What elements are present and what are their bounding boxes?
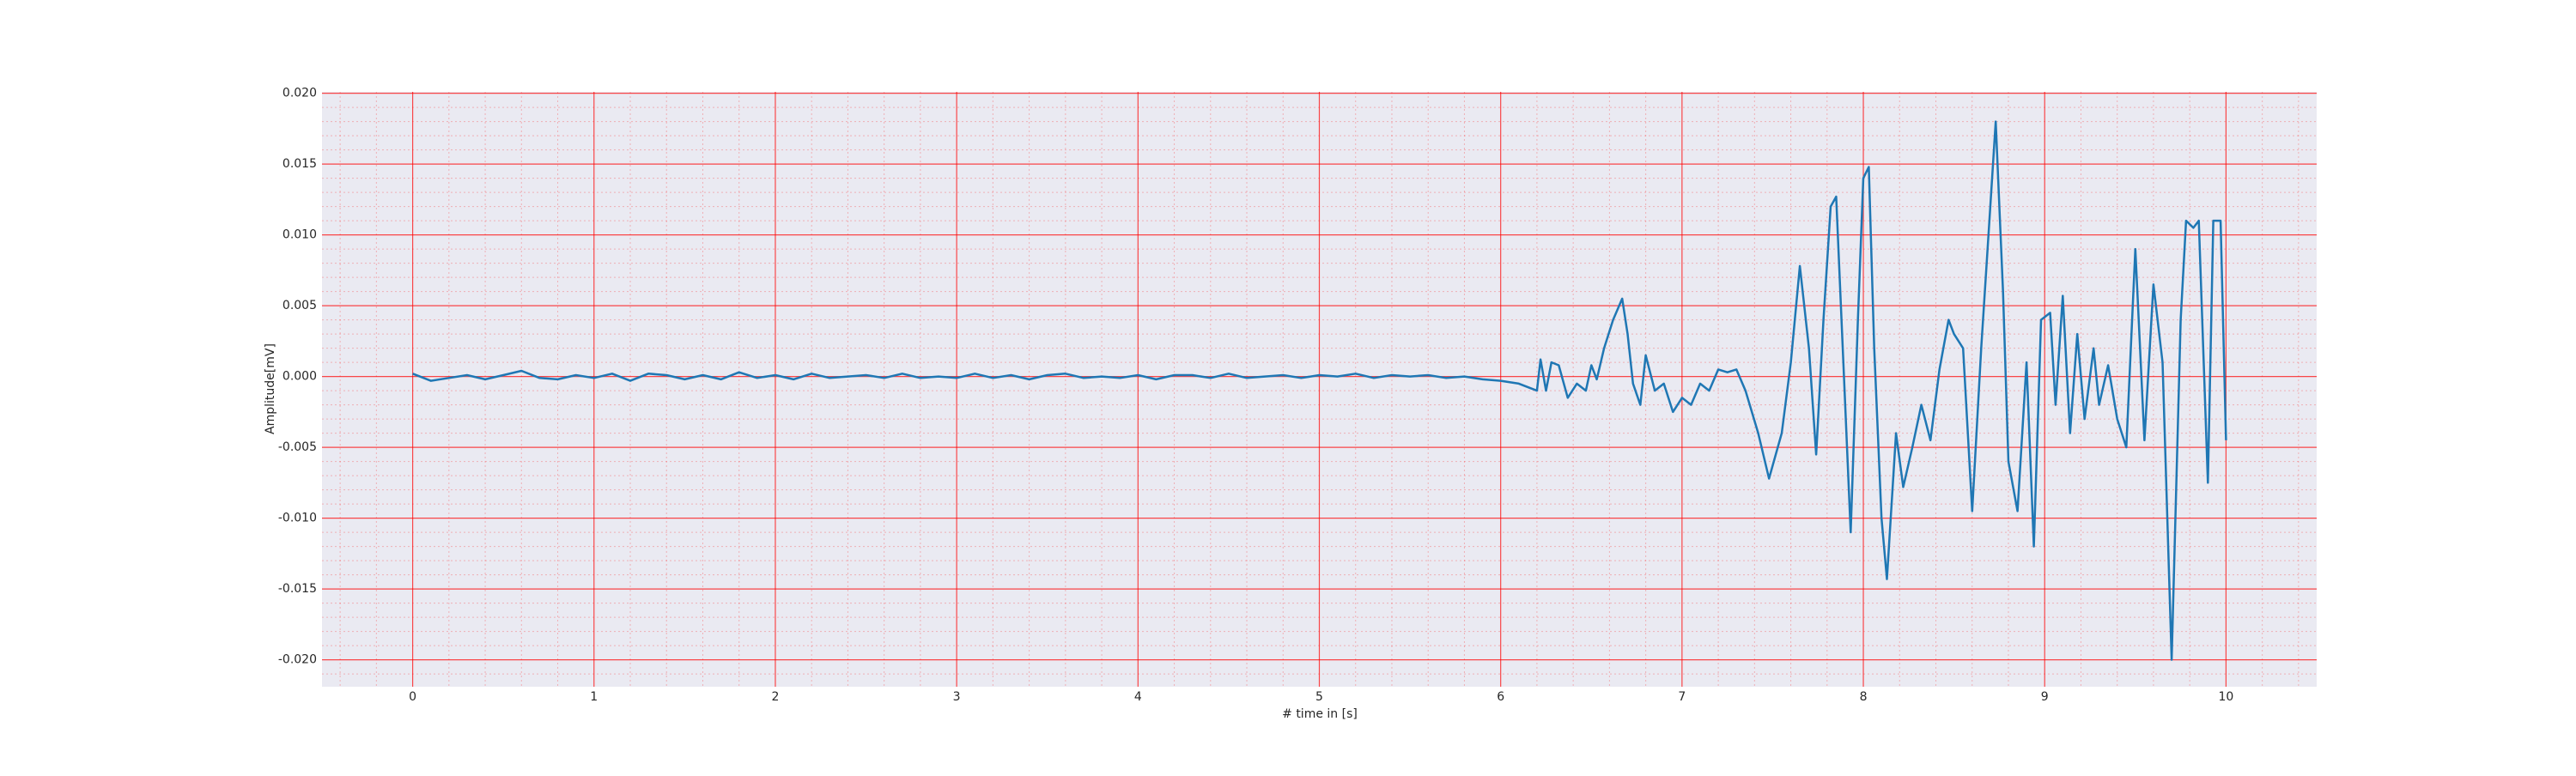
y-tick-label: 0.015 (283, 157, 317, 171)
x-tick-label: 8 (1860, 690, 1868, 704)
y-tick-label: 0.000 (283, 370, 317, 384)
x-tick-label: 3 (953, 690, 961, 704)
y-tick-label: 0.020 (283, 87, 317, 100)
x-tick-label: 1 (590, 690, 598, 704)
y-tick-label: -0.015 (278, 582, 317, 596)
x-tick-label: 7 (1678, 690, 1686, 704)
y-tick-label: -0.010 (278, 512, 317, 525)
y-axis-label: Amplitude[mV] (264, 343, 277, 434)
x-tick-label: 0 (409, 690, 416, 704)
x-axis-label: # time in [s] (1282, 707, 1358, 721)
y-tick-label: 0.005 (283, 299, 317, 312)
x-tick-label: 6 (1497, 690, 1504, 704)
x-tick-label: 4 (1134, 690, 1142, 704)
signal-line (412, 120, 2227, 661)
y-tick-label: 0.010 (283, 228, 317, 242)
x-tick-label: 5 (1315, 690, 1323, 704)
y-tick-label: -0.005 (278, 440, 317, 454)
x-tick-label: 2 (771, 690, 779, 704)
y-tick-label: -0.020 (278, 653, 317, 667)
x-tick-label: 10 (2218, 690, 2233, 704)
x-tick-label: 9 (2041, 690, 2049, 704)
